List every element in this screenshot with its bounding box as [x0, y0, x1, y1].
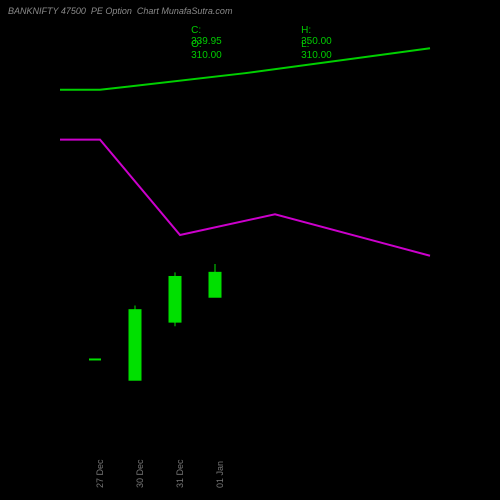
candle-body — [209, 272, 221, 297]
candle-body — [129, 310, 141, 381]
x-axis-label: 01 Jan — [215, 461, 225, 488]
ohlc-low: L: 310.00 — [290, 28, 332, 72]
ohlc-low-value: 310.00 — [301, 50, 332, 61]
x-axis-label: 31 Dec — [175, 459, 185, 488]
series-upper-line — [60, 48, 430, 89]
x-axis-label: 30 Dec — [135, 459, 145, 488]
ohlc-open: O: 310.00 — [180, 28, 222, 72]
candle-body — [169, 276, 181, 322]
series-lower-line — [60, 140, 430, 256]
ohlc-low-label: L: — [301, 39, 309, 50]
ohlc-open-label: O: — [191, 39, 202, 50]
chart-svg — [0, 0, 500, 500]
ohlc-open-value: 310.00 — [191, 50, 222, 61]
chart-stage: BANKNIFTY 47500 PE Option Chart MunafaSu… — [0, 0, 500, 500]
x-axis-label: 27 Dec — [95, 459, 105, 488]
